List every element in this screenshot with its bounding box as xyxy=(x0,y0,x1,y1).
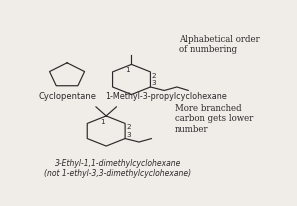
Text: (not 1-ethyl-3,3-dimethylcyclohexane): (not 1-ethyl-3,3-dimethylcyclohexane) xyxy=(44,169,191,178)
Text: Cyclopentane: Cyclopentane xyxy=(38,92,96,101)
Text: 2: 2 xyxy=(152,73,157,79)
Text: 3-Ethyl-1,1-dimethylcyclohexane: 3-Ethyl-1,1-dimethylcyclohexane xyxy=(54,159,181,168)
Text: Alphabetical order
of numbering: Alphabetical order of numbering xyxy=(178,35,259,54)
Text: 1: 1 xyxy=(125,67,130,73)
Text: 3: 3 xyxy=(127,132,131,138)
Text: 2: 2 xyxy=(127,124,131,130)
Text: 1: 1 xyxy=(100,119,104,125)
Text: 3: 3 xyxy=(152,80,157,86)
Text: 1-Methyl-3-propylcyclohexane: 1-Methyl-3-propylcyclohexane xyxy=(105,92,227,101)
Text: More branched
carbon gets lower
number: More branched carbon gets lower number xyxy=(175,104,254,134)
